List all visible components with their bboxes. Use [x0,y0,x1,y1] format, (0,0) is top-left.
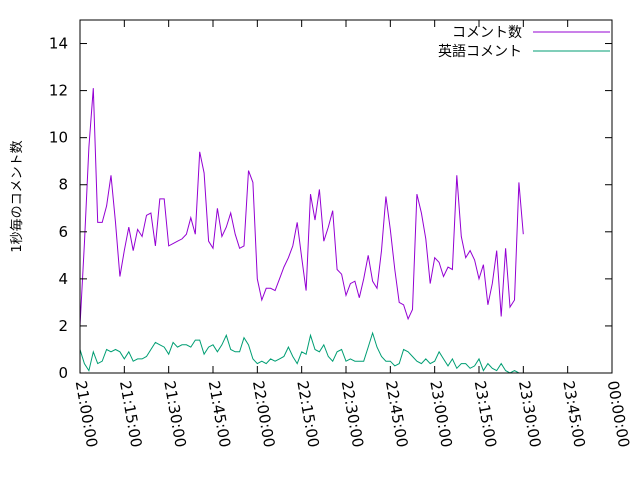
x-tick-label: 22:15:00 [293,379,322,448]
x-tick-label: 22:00:00 [249,379,278,448]
y-tick-label: 14 [49,35,68,53]
y-axis-label: 1秒毎のコメント数 [9,140,25,252]
y-tick-label: 12 [49,82,68,100]
x-tick-label: 23:30:00 [515,379,544,448]
y-axis: 0 2 4 6 8 10 12 14 [49,35,612,382]
x-tick-label: 23:00:00 [426,379,455,448]
y-tick-label: 10 [49,129,68,147]
x-tick-label: 22:30:00 [338,379,367,448]
y-tick-label: 4 [58,270,68,288]
x-axis: 21:00:00 21:15:00 21:30:00 21:45:00 22:00:00… [72,20,633,449]
plot-lines [79,88,524,374]
x-tick-label: 00:00:00 [604,379,633,448]
y-tick-label: 8 [58,176,68,194]
x-tick-label: 21:30:00 [160,379,189,448]
x-tick-label: 21:45:00 [205,379,234,448]
x-tick-label: 23:45:00 [559,379,588,448]
series-line [79,331,524,374]
legend-label: コメント数 [452,25,522,41]
plot-frame [79,19,613,374]
x-tick-label: 23:15:00 [471,379,500,448]
series-line [79,88,524,326]
x-tick-label: 22:45:00 [382,379,411,448]
x-tick-label: 21:00:00 [72,379,101,448]
legend-label: 英語コメント [438,43,522,60]
y-tick-label: 6 [58,223,68,241]
y-tick-label: 2 [58,317,68,335]
x-tick-label: 21:15:00 [116,379,145,448]
y-tick-label: 0 [58,364,68,382]
